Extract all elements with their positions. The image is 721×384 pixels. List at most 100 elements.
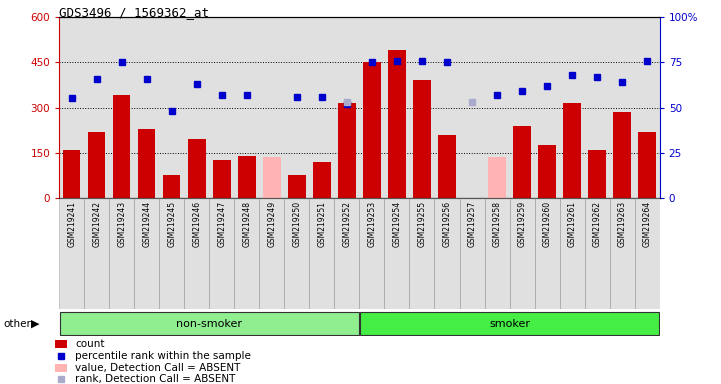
- Text: rank, Detection Call = ABSENT: rank, Detection Call = ABSENT: [75, 374, 235, 384]
- Bar: [563, 103, 581, 198]
- Bar: [188, 139, 205, 198]
- Bar: [614, 112, 631, 198]
- Text: count: count: [75, 339, 105, 349]
- Text: GSM219260: GSM219260: [543, 201, 552, 247]
- Bar: [559, 17, 585, 198]
- Text: GSM219255: GSM219255: [417, 201, 427, 247]
- Bar: [109, 17, 134, 198]
- Bar: [510, 198, 534, 309]
- FancyBboxPatch shape: [60, 312, 359, 335]
- Bar: [309, 198, 335, 309]
- Bar: [610, 17, 634, 198]
- Bar: [134, 198, 159, 309]
- Bar: [213, 160, 231, 198]
- Bar: [185, 17, 209, 198]
- Text: GSM219254: GSM219254: [392, 201, 402, 247]
- Bar: [485, 198, 510, 309]
- Text: other: other: [4, 319, 32, 329]
- Bar: [485, 17, 510, 198]
- Text: GSM219256: GSM219256: [443, 201, 451, 247]
- Text: GSM219249: GSM219249: [267, 201, 276, 247]
- Bar: [234, 17, 260, 198]
- Bar: [588, 150, 606, 198]
- Text: GSM219263: GSM219263: [618, 201, 627, 247]
- Bar: [363, 63, 381, 198]
- Text: GSM219248: GSM219248: [242, 201, 252, 247]
- Bar: [435, 198, 459, 309]
- Text: GSM219264: GSM219264: [642, 201, 652, 247]
- Bar: [234, 198, 260, 309]
- Bar: [284, 198, 309, 309]
- Bar: [510, 17, 534, 198]
- Bar: [634, 198, 660, 309]
- Bar: [109, 198, 134, 309]
- Bar: [163, 175, 180, 198]
- Text: GSM219243: GSM219243: [118, 201, 126, 247]
- Text: GSM219253: GSM219253: [368, 201, 376, 247]
- Bar: [585, 198, 610, 309]
- Bar: [84, 17, 109, 198]
- Bar: [209, 198, 234, 309]
- FancyBboxPatch shape: [360, 312, 659, 335]
- Text: GSM219244: GSM219244: [142, 201, 151, 247]
- Bar: [134, 17, 159, 198]
- Text: GSM219257: GSM219257: [467, 201, 477, 247]
- Bar: [59, 17, 84, 198]
- Bar: [359, 198, 384, 309]
- Bar: [384, 17, 410, 198]
- Bar: [410, 17, 435, 198]
- Text: GSM219262: GSM219262: [593, 201, 601, 247]
- Text: ▶: ▶: [31, 319, 40, 329]
- Bar: [610, 198, 634, 309]
- Text: smoker: smoker: [489, 318, 530, 329]
- Bar: [63, 150, 81, 198]
- Bar: [534, 198, 559, 309]
- Text: GSM219246: GSM219246: [193, 201, 201, 247]
- Bar: [159, 17, 185, 198]
- Text: GSM219252: GSM219252: [342, 201, 351, 247]
- Bar: [534, 17, 559, 198]
- Bar: [384, 198, 410, 309]
- Bar: [288, 175, 306, 198]
- Text: GSM219259: GSM219259: [518, 201, 526, 247]
- Text: non-smoker: non-smoker: [176, 318, 242, 329]
- Text: GSM219250: GSM219250: [292, 201, 301, 247]
- Bar: [585, 17, 610, 198]
- Text: GSM219245: GSM219245: [167, 201, 176, 247]
- Bar: [459, 17, 485, 198]
- Bar: [513, 126, 531, 198]
- Bar: [335, 17, 360, 198]
- Bar: [638, 132, 656, 198]
- Text: value, Detection Call = ABSENT: value, Detection Call = ABSENT: [75, 362, 240, 373]
- Text: GDS3496 / 1569362_at: GDS3496 / 1569362_at: [59, 6, 209, 19]
- Text: GSM219261: GSM219261: [567, 201, 577, 247]
- Bar: [359, 17, 384, 198]
- Bar: [634, 17, 660, 198]
- Bar: [209, 17, 234, 198]
- Bar: [338, 103, 355, 198]
- Bar: [263, 157, 280, 198]
- Bar: [260, 17, 284, 198]
- Text: percentile rank within the sample: percentile rank within the sample: [75, 351, 251, 361]
- Bar: [84, 198, 109, 309]
- Bar: [260, 198, 284, 309]
- Bar: [88, 132, 105, 198]
- Text: GSM219251: GSM219251: [317, 201, 327, 247]
- Bar: [435, 17, 459, 198]
- Text: GSM219247: GSM219247: [217, 201, 226, 247]
- Bar: [238, 156, 255, 198]
- Bar: [413, 81, 430, 198]
- Bar: [138, 129, 156, 198]
- Bar: [438, 135, 456, 198]
- Bar: [284, 17, 309, 198]
- Bar: [488, 157, 506, 198]
- Bar: [539, 145, 556, 198]
- Text: GSM219258: GSM219258: [492, 201, 502, 247]
- Bar: [55, 340, 67, 348]
- Bar: [313, 162, 331, 198]
- Bar: [185, 198, 209, 309]
- Bar: [55, 364, 67, 372]
- Bar: [113, 96, 131, 198]
- Bar: [159, 198, 185, 309]
- Bar: [59, 198, 84, 309]
